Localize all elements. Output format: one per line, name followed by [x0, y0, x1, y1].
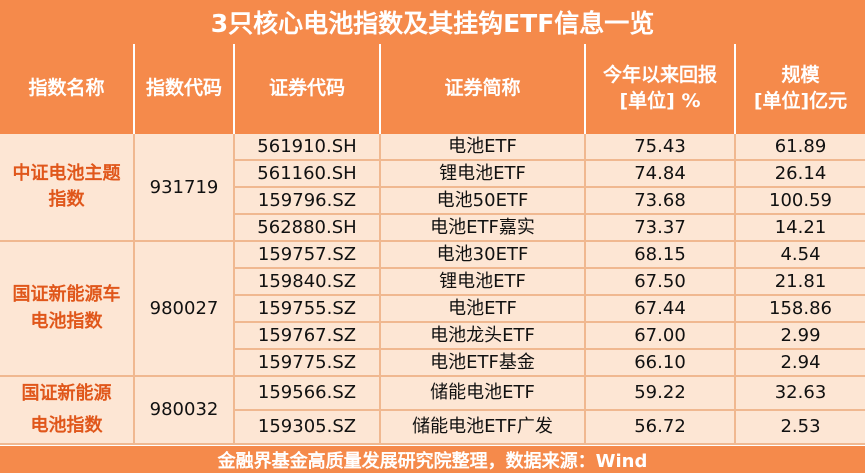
index-name-line2: 电池指数 — [30, 310, 103, 332]
security-name-cell: 锂电池ETF — [380, 160, 586, 188]
scale-cell: 100.59 — [735, 187, 865, 215]
table-row: 国证新能源 电池指数 980032 159566.SZ 储能电池ETF 59.2… — [0, 376, 865, 445]
header-security-name: 证券简称 — [380, 44, 586, 134]
index-name-line1: 国证新能源 — [21, 383, 112, 404]
header-security-code: 证券代码 — [234, 44, 381, 134]
security-code-cell: 159755.SZ — [234, 295, 381, 323]
index-code-cell: 931719 — [134, 134, 235, 242]
ytd-return-cell: 73.68 — [585, 187, 736, 215]
security-name-cell: 储能电池ETF广发 — [380, 410, 586, 445]
table-row: 159755.SZ 电池ETF 67.44 158.86 — [0, 295, 865, 323]
table-row: 中证电池主题 指数 931719 561910.SH 电池ETF 75.43 6… — [0, 134, 865, 242]
ytd-return-cell: 74.84 — [585, 160, 736, 188]
table-row: 159775.SZ 电池ETF基金 66.10 2.94 — [0, 349, 865, 377]
security-name-cell: 电池ETF — [380, 134, 586, 161]
ytd-return-cell: 75.43 — [585, 134, 736, 161]
security-name-cell: 锂电池ETF — [380, 268, 586, 296]
index-name-cell: 中证电池主题 指数 — [0, 134, 135, 242]
security-code-cell: 562880.SH — [234, 214, 381, 242]
index-code-cell: 980032 — [134, 376, 235, 445]
header-ytd-return-line2: [单位] % — [619, 90, 701, 112]
scale-cell: 61.89 — [735, 134, 865, 161]
header-scale-line2: [单位]亿元 — [753, 90, 848, 112]
scale-cell: 2.94 — [735, 349, 865, 377]
ytd-return-cell: 67.50 — [585, 268, 736, 296]
ytd-return-cell: 59.22 — [585, 376, 736, 411]
ytd-return-cell: 56.72 — [585, 410, 736, 445]
header-ytd-return-line1: 今年以来回报 — [602, 64, 717, 87]
header-row: 指数名称 指数代码 证券代码 证券简称 今年以来回报 [单位] % 规模 [单位… — [0, 44, 865, 134]
header-index-code: 指数代码 — [134, 44, 235, 134]
security-code-cell: 159305.SZ — [234, 410, 381, 445]
index-name-line2: 电池指数 — [30, 415, 103, 436]
source-footer: 金融界基金高质量发展研究院整理，数据来源：Wind — [0, 446, 865, 473]
index-name-cell: 国证新能源车 电池指数 — [0, 241, 135, 377]
index-name-line2: 指数 — [48, 189, 85, 210]
ytd-return-cell: 66.10 — [585, 349, 736, 377]
table-row: 159305.SZ 储能电池ETF广发 56.72 2.53 — [0, 410, 865, 445]
security-name-cell: 电池50ETF — [380, 187, 586, 215]
table-row: 561160.SH 锂电池ETF 74.84 26.14 — [0, 160, 865, 188]
table-row: 159767.SZ 电池龙头ETF 67.00 2.99 — [0, 322, 865, 350]
header-ytd-return: 今年以来回报 [单位] % — [585, 44, 736, 134]
index-name-line1: 国证新能源车 — [12, 284, 121, 306]
scale-cell: 32.63 — [735, 376, 865, 411]
table-row: 国证新能源车 电池指数 980027 159757.SZ 电池30ETF 68.… — [0, 241, 865, 377]
security-code-cell: 561910.SH — [234, 134, 381, 161]
security-code-cell: 159767.SZ — [234, 322, 381, 350]
security-code-cell: 159566.SZ — [234, 376, 381, 411]
scale-cell: 26.14 — [735, 160, 865, 188]
security-name-cell: 储能电池ETF — [380, 376, 586, 411]
security-code-cell: 159775.SZ — [234, 349, 381, 377]
ytd-return-cell: 67.00 — [585, 322, 736, 350]
ytd-return-cell: 73.37 — [585, 214, 736, 242]
index-code-cell: 980027 — [134, 241, 235, 377]
security-code-cell: 159757.SZ — [234, 241, 381, 269]
table-row: 159840.SZ 锂电池ETF 67.50 21.81 — [0, 268, 865, 296]
security-name-cell: 电池ETF嘉实 — [380, 214, 586, 242]
header-scale-line1: 规模 — [781, 64, 820, 87]
index-name-line1: 中证电池主题 — [12, 162, 121, 184]
figure-title: 3只核心电池指数及其挂钩ETF信息一览 — [0, 0, 865, 44]
ytd-return-cell: 68.15 — [585, 241, 736, 269]
table-row: 159796.SZ 电池50ETF 73.68 100.59 — [0, 187, 865, 215]
ytd-return-cell: 67.44 — [585, 295, 736, 323]
etf-table: 指数名称 指数代码 证券代码 证券简称 今年以来回报 [单位] % 规模 [单位… — [0, 44, 865, 445]
scale-cell: 158.86 — [735, 295, 865, 323]
header-scale: 规模 [单位]亿元 — [735, 44, 865, 134]
scale-cell: 2.99 — [735, 322, 865, 350]
scale-cell: 14.21 — [735, 214, 865, 242]
security-code-cell: 159796.SZ — [234, 187, 381, 215]
scale-cell: 4.54 — [735, 241, 865, 269]
security-name-cell: 电池30ETF — [380, 241, 586, 269]
security-name-cell: 电池ETF — [380, 295, 586, 323]
security-name-cell: 电池ETF基金 — [380, 349, 586, 377]
security-name-cell: 电池龙头ETF — [380, 322, 586, 350]
scale-cell: 2.53 — [735, 410, 865, 445]
table-row: 562880.SH 电池ETF嘉实 73.37 14.21 — [0, 214, 865, 242]
header-index-name: 指数名称 — [0, 44, 135, 134]
index-name-cell: 国证新能源 电池指数 — [0, 376, 135, 445]
security-code-cell: 561160.SH — [234, 160, 381, 188]
scale-cell: 21.81 — [735, 268, 865, 296]
security-code-cell: 159840.SZ — [234, 268, 381, 296]
